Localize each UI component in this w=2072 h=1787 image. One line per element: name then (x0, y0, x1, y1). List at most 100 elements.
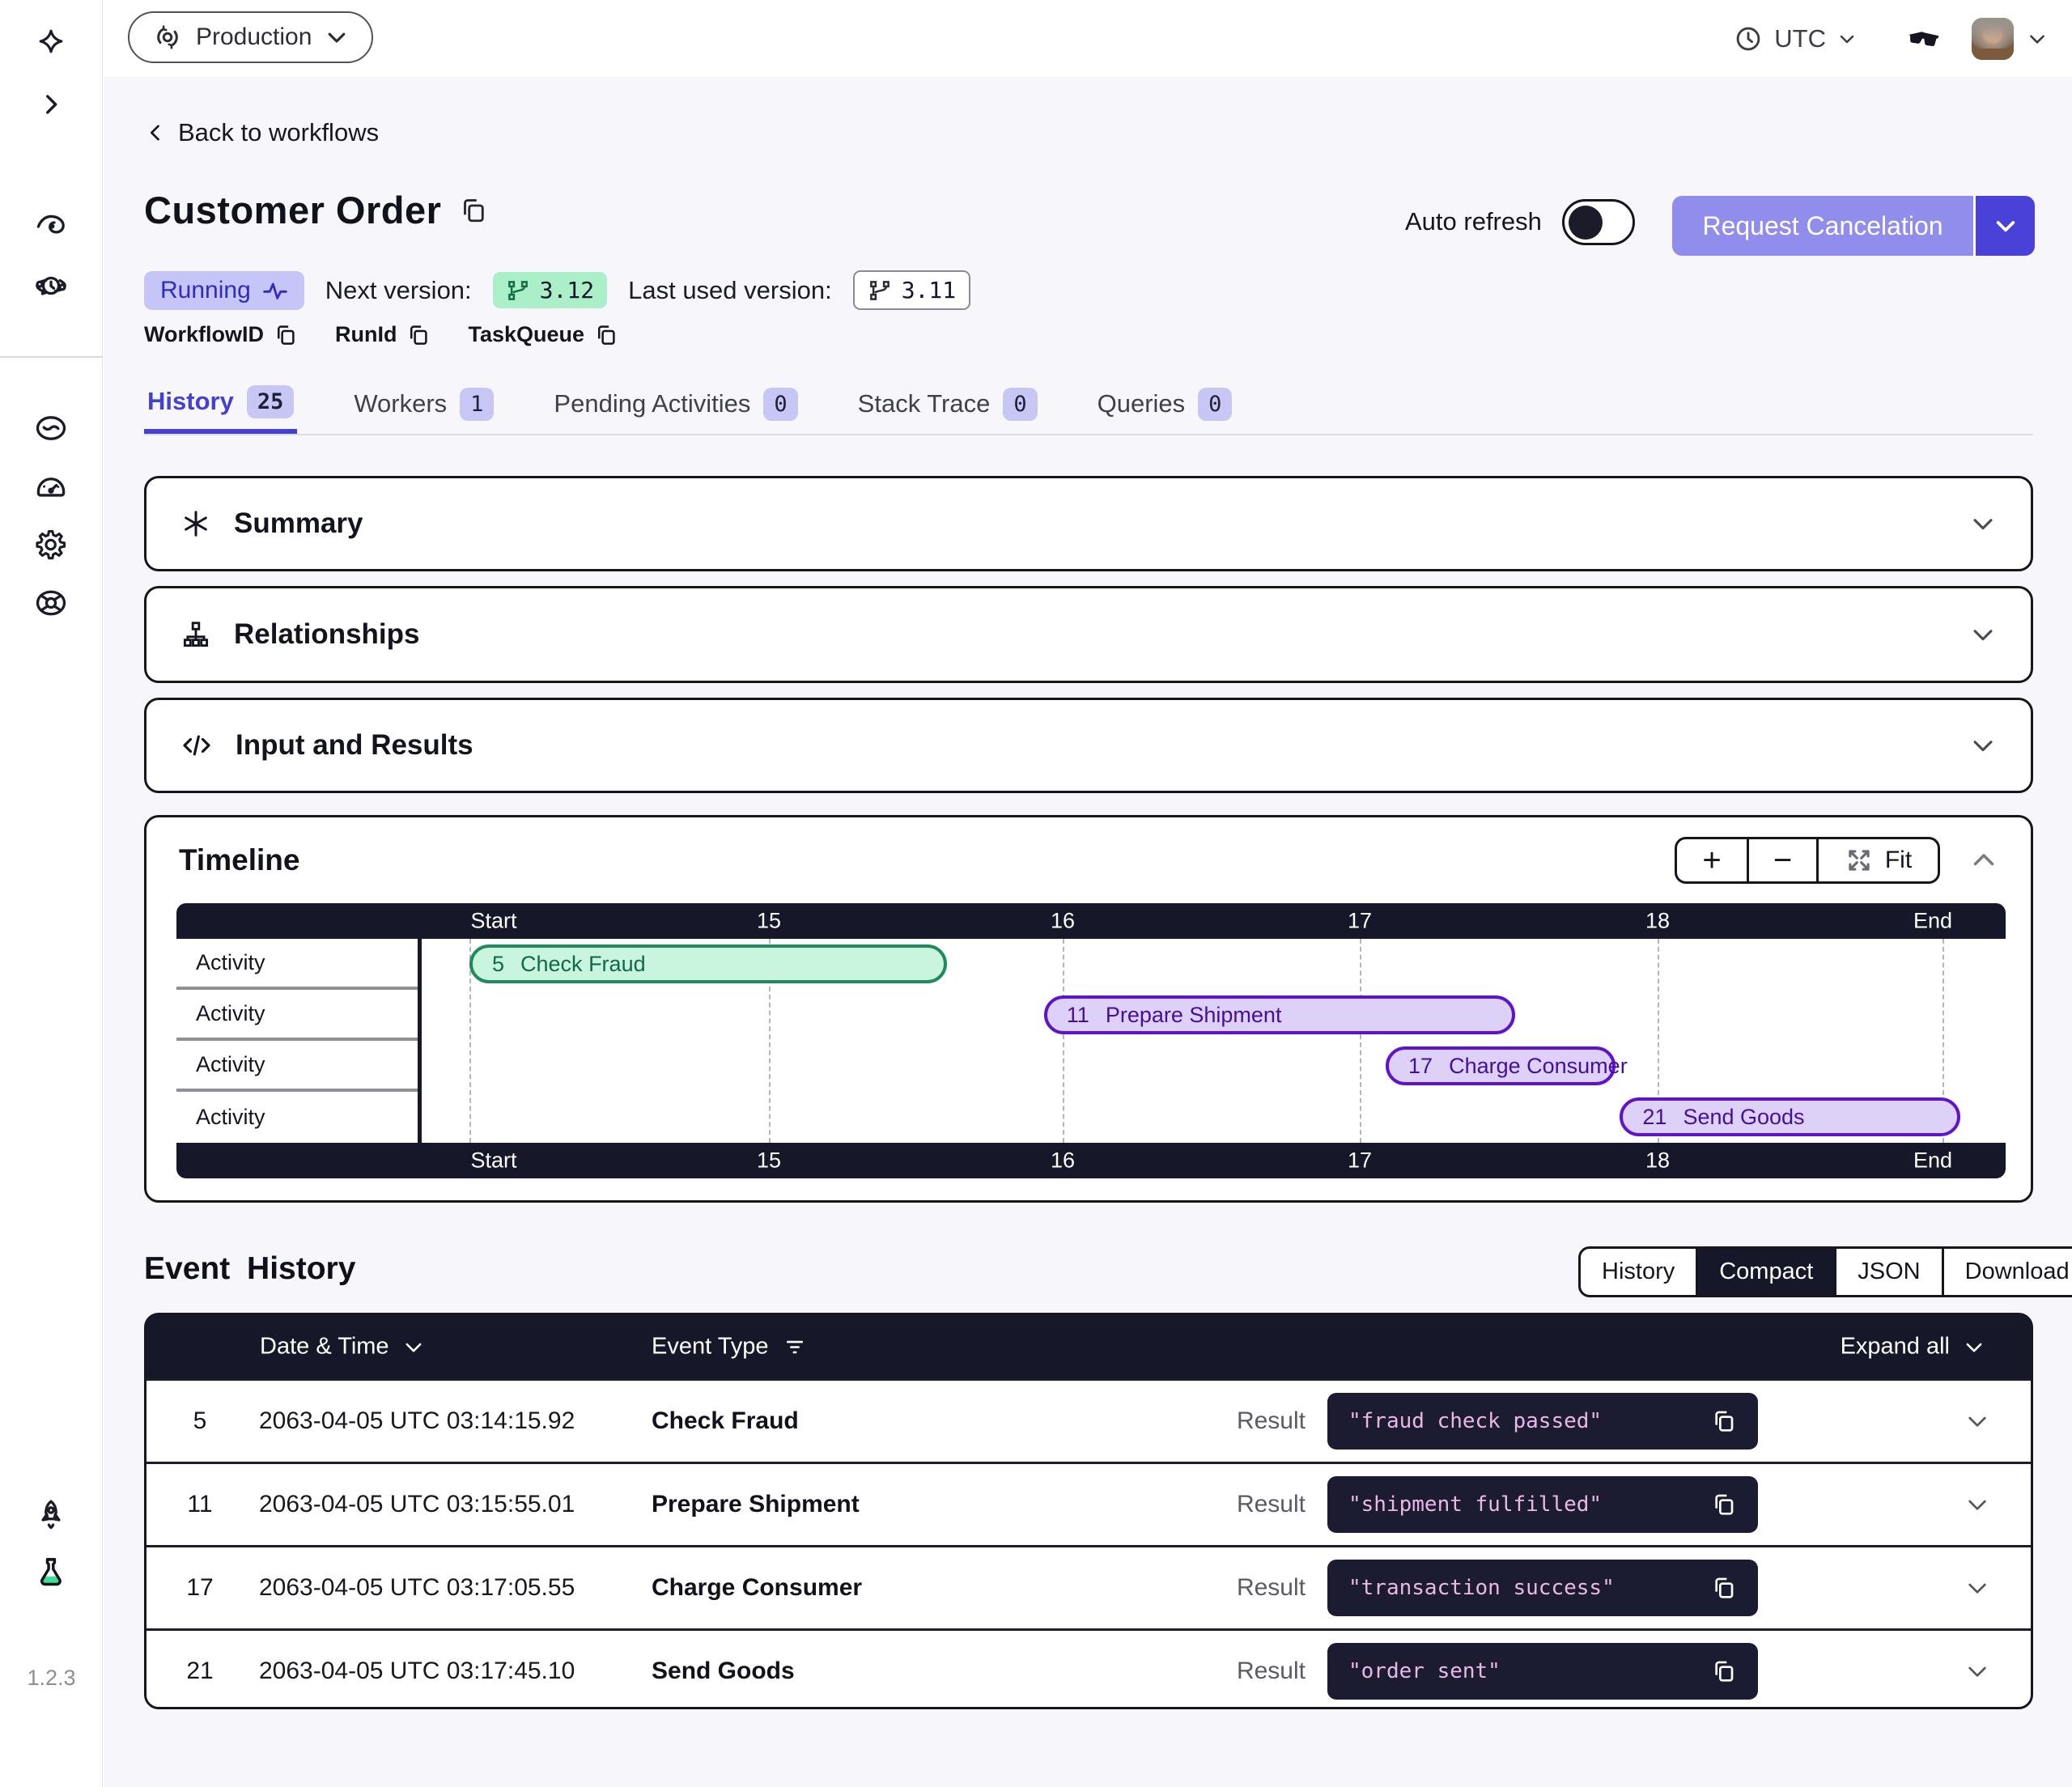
timeline-collapse-chevron-icon[interactable] (1969, 846, 1998, 875)
event-id: 11 (187, 1491, 213, 1517)
filter-icon (786, 1340, 803, 1353)
request-cancelation-button[interactable]: Request Cancelation (1672, 196, 1973, 256)
event-row-charge-consumer[interactable]: 17 2063-04-05 UTC 03:17:05.55 Charge Con… (146, 1545, 2031, 1628)
topbar: Production UTC (104, 0, 2072, 77)
run-id-copy[interactable]: RunId (335, 322, 431, 347)
zoom-fit-button[interactable]: Fit (1816, 839, 1938, 881)
chevron-down-icon[interactable] (1969, 732, 1997, 759)
chevron-down-icon[interactable] (1969, 510, 1997, 537)
last-used-version-value: 3.11 (901, 277, 957, 303)
task-queue-copy[interactable]: TaskQueue (468, 322, 618, 347)
column-date-time[interactable]: Date & Time (260, 1334, 425, 1360)
labs-glasses-icon[interactable] (1904, 19, 1942, 58)
view-history-button[interactable]: History (1602, 1259, 1675, 1284)
namespace-switcher[interactable]: Production (128, 11, 374, 63)
event-type: Charge Consumer (652, 1574, 863, 1601)
page-title: Customer Order (144, 189, 442, 231)
event-id: 21 (186, 1658, 214, 1684)
timeline-gantt: Start 15 16 17 18 End Activity Activity … (176, 903, 2006, 1178)
chevron-down-icon[interactable] (1969, 621, 1997, 648)
row-expand-chevron-icon[interactable] (1964, 1492, 1990, 1517)
view-compact-button[interactable]: Compact (1696, 1249, 1835, 1295)
copy-result-icon[interactable] (1711, 1575, 1737, 1601)
copy-result-icon[interactable] (1711, 1408, 1737, 1434)
back-to-workflows-link[interactable]: Back to workflows (144, 118, 379, 147)
chevron-left-icon (150, 125, 159, 141)
chevron-down-icon (329, 32, 346, 43)
gantt-bar-check-fraud[interactable]: 5 Check Fraud (469, 944, 947, 983)
tab-pending-activities[interactable]: Pending Activities 0 (550, 374, 800, 434)
row-expand-chevron-icon[interactable] (1964, 1575, 1990, 1601)
copy-result-icon[interactable] (1711, 1492, 1737, 1517)
toggle-knob (1569, 205, 1603, 240)
tab-workers[interactable]: Workers 1 (350, 374, 497, 434)
input-results-section[interactable]: Input and Results (144, 698, 2033, 793)
labs-flask-icon[interactable] (32, 1554, 70, 1591)
timeline-header: Timeline + − Fit (179, 835, 1998, 885)
sidebar-item-getting-started[interactable] (32, 1496, 70, 1534)
event-row-prepare-shipment[interactable]: 11 2063-04-05 UTC 03:15:55.01 Prepare Sh… (146, 1462, 2031, 1545)
auto-refresh-toggle[interactable] (1562, 199, 1635, 245)
user-avatar[interactable] (1972, 17, 2014, 60)
gantt-axis-bottom: Start 15 16 17 18 End (176, 1143, 2006, 1178)
activity-name: Charge Consumer (1449, 1053, 1628, 1078)
gantt-bar-charge-consumer[interactable]: 17 Charge Consumer (1386, 1046, 1628, 1085)
activity-row-label: Activity (176, 1041, 418, 1092)
event-row-send-goods[interactable]: 21 2063-04-05 UTC 03:17:45.10 Send Goods… (146, 1628, 2031, 1712)
column-event-type[interactable]: Event Type (652, 1334, 806, 1360)
copy-title-icon[interactable] (459, 196, 488, 225)
download-button[interactable]: Download (1941, 1249, 2072, 1295)
section-label: Input and Results (236, 729, 473, 761)
event-timestamp: 2063-04-05 UTC 03:15:55.01 (259, 1491, 575, 1517)
temporal-logo-icon[interactable] (32, 23, 70, 60)
timeline-title: Timeline (179, 843, 300, 877)
cancelation-menu-caret[interactable] (1973, 196, 2035, 256)
next-version-label: Next version: (325, 275, 472, 304)
chevron-down-icon (405, 1343, 422, 1352)
gantt-bar-send-goods[interactable]: 21 Send Goods (1620, 1097, 1960, 1136)
expand-all-button[interactable]: Expand all (1841, 1334, 1985, 1360)
event-id: 21 (1642, 1104, 1667, 1129)
tab-label: Stack Trace (857, 389, 991, 418)
sidebar-expand-icon[interactable] (32, 86, 70, 123)
timezone-selector[interactable]: UTC (1734, 24, 1857, 53)
summary-section[interactable]: Summary (144, 476, 2033, 571)
sidebar-item-schedules[interactable] (32, 267, 70, 304)
chevron-down-icon (1996, 221, 2015, 232)
sidebar-item-support[interactable] (32, 584, 70, 622)
auto-refresh-label: Auto refresh (1405, 207, 1542, 236)
copy-result-icon[interactable] (1711, 1658, 1737, 1684)
activity-row-label: Activity (196, 1105, 265, 1129)
event-timestamp: 2063-04-05 UTC 03:14:15.92 (259, 1407, 575, 1434)
row-expand-chevron-icon[interactable] (1964, 1408, 1990, 1434)
tab-history[interactable]: History 25 (144, 374, 298, 434)
axis-tick: 18 (1645, 1148, 1671, 1173)
event-type: Send Goods (652, 1658, 795, 1684)
gantt-bar-prepare-shipment[interactable]: 11 Prepare Shipment (1043, 995, 1516, 1034)
tab-queries[interactable]: Queries 0 (1094, 374, 1236, 434)
user-menu-chevron-icon[interactable] (2027, 28, 2048, 49)
relationships-icon (183, 622, 209, 647)
axis-tick: Start (470, 1148, 517, 1173)
sidebar-item-usage[interactable] (32, 467, 70, 504)
zoom-in-button[interactable]: + (1702, 842, 1722, 878)
zoom-out-button[interactable]: − (1747, 839, 1816, 881)
row-expand-chevron-icon[interactable] (1964, 1658, 1990, 1684)
tab-stack-trace[interactable]: Stack Trace 0 (855, 374, 1041, 434)
workflow-id-copy[interactable]: WorkflowID (144, 322, 298, 347)
fit-label: Fit (1884, 847, 1913, 873)
activity-row-label: Activity (176, 939, 418, 990)
run-id-label: RunId (335, 322, 397, 346)
sidebar-item-settings[interactable] (32, 526, 70, 563)
axis-tick: 17 (1347, 1148, 1373, 1173)
result-label: Result (1236, 1491, 1306, 1517)
sidebar-item-workflows[interactable] (32, 207, 70, 244)
sidebar-divider (0, 356, 103, 358)
tab-label: Workers (354, 389, 448, 418)
result-value: "shipment fulfilled" (1348, 1492, 1603, 1517)
event-row-check-fraud[interactable]: 5 2063-04-05 UTC 03:14:15.92 Check Fraud… (146, 1378, 2031, 1462)
sidebar-item-nexus[interactable] (32, 410, 70, 447)
relationships-section[interactable]: Relationships (144, 586, 2033, 683)
namespace-label: Production (196, 23, 312, 50)
view-json-button[interactable]: JSON (1834, 1249, 1941, 1295)
